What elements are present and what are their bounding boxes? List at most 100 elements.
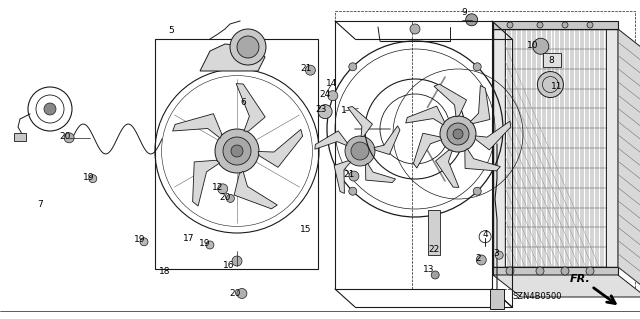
Polygon shape xyxy=(493,275,640,297)
Bar xyxy=(493,29,618,267)
Polygon shape xyxy=(236,84,265,131)
Circle shape xyxy=(237,36,259,58)
Circle shape xyxy=(89,174,97,183)
Text: 10: 10 xyxy=(527,41,538,50)
Text: 4: 4 xyxy=(483,230,488,239)
Text: 20: 20 xyxy=(220,193,231,202)
Bar xyxy=(335,21,492,289)
Polygon shape xyxy=(374,126,400,154)
Text: 16: 16 xyxy=(223,261,235,270)
Circle shape xyxy=(230,29,266,65)
Circle shape xyxy=(538,71,563,98)
Polygon shape xyxy=(413,133,442,168)
Text: 7: 7 xyxy=(37,200,42,209)
Circle shape xyxy=(466,14,477,26)
Circle shape xyxy=(507,22,513,28)
Circle shape xyxy=(349,171,359,181)
Text: 13: 13 xyxy=(423,265,435,274)
Circle shape xyxy=(537,22,543,28)
Bar xyxy=(14,133,26,141)
Circle shape xyxy=(218,184,228,194)
Circle shape xyxy=(345,136,375,166)
Polygon shape xyxy=(173,114,222,138)
Polygon shape xyxy=(436,150,459,188)
Circle shape xyxy=(562,22,568,28)
Circle shape xyxy=(351,142,369,160)
Text: 21: 21 xyxy=(343,170,355,179)
Bar xyxy=(493,29,505,267)
Circle shape xyxy=(64,133,74,143)
Polygon shape xyxy=(475,121,511,150)
Text: 12: 12 xyxy=(212,183,223,192)
Circle shape xyxy=(140,238,148,246)
Circle shape xyxy=(227,194,234,203)
Circle shape xyxy=(349,187,356,195)
Circle shape xyxy=(561,267,569,275)
Text: 18: 18 xyxy=(159,267,171,276)
Polygon shape xyxy=(258,129,303,167)
Text: 5: 5 xyxy=(169,26,174,35)
Text: 1: 1 xyxy=(342,106,347,115)
Circle shape xyxy=(231,145,243,157)
Polygon shape xyxy=(618,29,640,289)
Text: 8: 8 xyxy=(549,56,554,65)
Circle shape xyxy=(215,129,259,173)
Circle shape xyxy=(473,63,481,71)
Polygon shape xyxy=(365,163,396,182)
Text: SZN4B0500: SZN4B0500 xyxy=(513,292,563,301)
Text: 20: 20 xyxy=(230,289,241,298)
Circle shape xyxy=(431,271,439,279)
Circle shape xyxy=(440,116,476,152)
Circle shape xyxy=(223,137,251,165)
Text: 22: 22 xyxy=(428,245,440,254)
Polygon shape xyxy=(470,85,490,123)
Bar xyxy=(493,267,618,275)
Text: 21: 21 xyxy=(300,64,312,73)
Text: 17: 17 xyxy=(183,234,195,243)
Text: 23: 23 xyxy=(316,105,327,114)
Circle shape xyxy=(305,65,316,75)
Polygon shape xyxy=(334,161,351,193)
Circle shape xyxy=(495,251,503,259)
Circle shape xyxy=(453,129,463,139)
Text: 20: 20 xyxy=(60,132,71,141)
Circle shape xyxy=(447,123,469,145)
Circle shape xyxy=(536,267,544,275)
Circle shape xyxy=(476,255,486,265)
Polygon shape xyxy=(434,84,467,117)
Text: 15: 15 xyxy=(300,225,312,234)
Polygon shape xyxy=(348,107,372,137)
Bar xyxy=(606,29,618,267)
Circle shape xyxy=(328,91,338,101)
Bar xyxy=(543,53,561,67)
Circle shape xyxy=(587,22,593,28)
Text: 24: 24 xyxy=(319,90,331,99)
Circle shape xyxy=(506,267,514,275)
Polygon shape xyxy=(193,160,220,206)
Text: 3: 3 xyxy=(493,249,499,258)
Polygon shape xyxy=(465,149,500,171)
Circle shape xyxy=(586,267,594,275)
Text: 2: 2 xyxy=(476,254,481,263)
Text: 19: 19 xyxy=(83,173,94,182)
Circle shape xyxy=(410,24,420,34)
Circle shape xyxy=(44,103,56,115)
Bar xyxy=(155,39,318,269)
Bar xyxy=(490,289,504,309)
Polygon shape xyxy=(234,171,277,209)
Text: 11: 11 xyxy=(551,82,563,91)
Circle shape xyxy=(206,241,214,249)
Text: 9: 9 xyxy=(461,8,467,17)
Circle shape xyxy=(237,288,247,299)
Polygon shape xyxy=(200,44,265,71)
Polygon shape xyxy=(315,131,347,149)
Circle shape xyxy=(232,256,242,266)
Text: 14: 14 xyxy=(326,79,337,88)
Circle shape xyxy=(532,38,548,54)
Circle shape xyxy=(349,63,356,71)
Text: 19: 19 xyxy=(199,239,211,248)
Text: FR.: FR. xyxy=(570,274,590,284)
Bar xyxy=(493,21,618,29)
Circle shape xyxy=(318,105,332,119)
Circle shape xyxy=(473,187,481,195)
